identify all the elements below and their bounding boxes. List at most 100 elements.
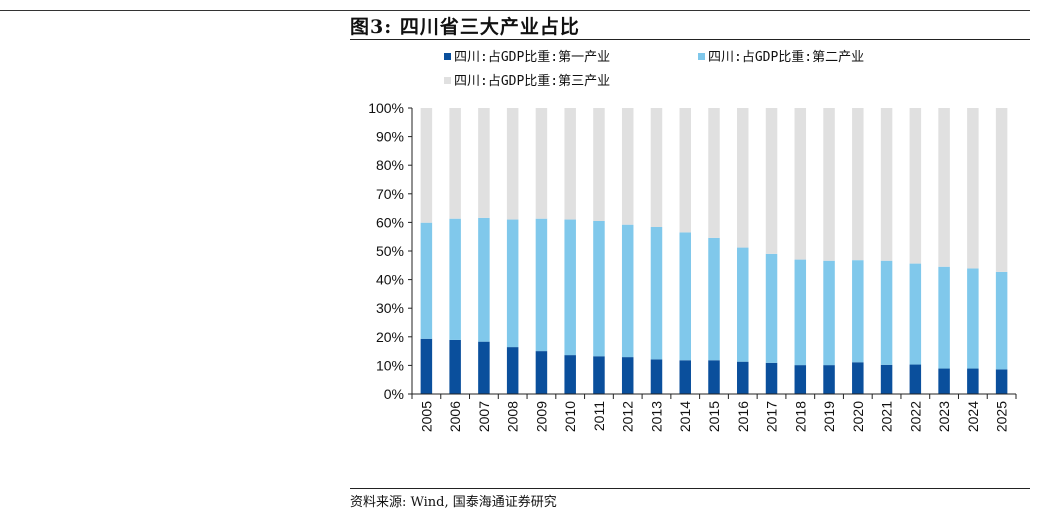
bar-2009-series-3 <box>535 108 548 219</box>
x-tick-label: 2012 <box>620 401 636 432</box>
bar-2006-series-2 <box>449 218 461 340</box>
bar-2010-series-3 <box>564 108 576 220</box>
bar-2013-series-3 <box>650 108 663 227</box>
y-tick-label: 80% <box>376 157 404 173</box>
bar-2008-series-1 <box>506 347 519 394</box>
legend-label-3: 四川:占GDP比重:第三产业 <box>454 73 610 89</box>
bar-2016-series-2 <box>737 247 749 362</box>
bar-2014-series-1 <box>679 360 691 394</box>
bar-2010-series-1 <box>564 355 576 394</box>
y-tick-label: 70% <box>376 186 404 202</box>
bar-2005-series-3 <box>420 108 433 223</box>
x-tick-label: 2017 <box>764 401 780 432</box>
legend-swatch-1 <box>444 53 451 60</box>
bar-2019-series-1 <box>823 365 835 394</box>
legend-label-2: 四川:占GDP比重:第二产业 <box>708 49 864 65</box>
bar-2019-series-3 <box>823 108 835 261</box>
bar-2018-series-3 <box>794 108 807 260</box>
bar-2014-series-3 <box>679 108 691 233</box>
bar-2011-series-3 <box>593 108 605 221</box>
bar-2023-series-2 <box>938 266 950 369</box>
bar-2017-series-1 <box>765 362 778 394</box>
legend-label-1: 四川:占GDP比重:第一产业 <box>454 49 610 65</box>
y-tick-label: 90% <box>376 129 404 145</box>
bar-2021-series-3 <box>880 108 893 261</box>
bar-2015-series-3 <box>708 108 720 238</box>
bar-2016-series-1 <box>737 361 749 394</box>
x-tick-label: 2008 <box>505 401 521 432</box>
bar-2018-series-1 <box>794 365 807 394</box>
y-tick-label: 0% <box>384 386 404 402</box>
x-tick-label: 2015 <box>706 401 722 432</box>
bar-2015-series-2 <box>708 237 720 361</box>
x-tick-label: 2007 <box>476 401 492 432</box>
y-tick-label: 100% <box>368 100 404 116</box>
bar-2016-series-3 <box>737 108 749 248</box>
y-tick-label: 20% <box>376 329 404 345</box>
bar-2010-series-2 <box>564 219 576 356</box>
y-tick-label: 30% <box>376 300 404 316</box>
bar-2020-series-3 <box>852 108 864 261</box>
bar-2015-series-1 <box>708 360 720 394</box>
bar-2013-series-2 <box>650 226 663 360</box>
x-tick-label: 2023 <box>936 401 952 432</box>
x-tick-label: 2013 <box>648 401 664 432</box>
top-border <box>0 10 1030 11</box>
x-tick-label: 2020 <box>850 401 866 432</box>
bar-2012-series-1 <box>621 357 634 394</box>
x-tick-label: 2011 <box>591 401 607 431</box>
legend: 四川:占GDP比重:第一产业 四川:占GDP比重:第二产业四川:占GDP比重:第三… <box>444 49 864 89</box>
plot-area <box>420 108 1008 394</box>
y-tick-label: 50% <box>376 243 404 259</box>
x-tick-label: 2018 <box>792 401 808 432</box>
bar-2007-series-1 <box>478 341 490 394</box>
bar-2009-series-2 <box>535 218 548 352</box>
bar-2025-series-2 <box>995 271 1008 370</box>
bar-2009-series-1 <box>535 351 548 394</box>
bar-2025-series-3 <box>995 108 1008 272</box>
bar-2023-series-1 <box>938 368 950 394</box>
bar-2025-series-1 <box>995 369 1008 394</box>
bar-2005-series-1 <box>420 338 433 394</box>
bar-2023-series-3 <box>938 108 950 267</box>
bar-2017-series-3 <box>765 108 778 254</box>
bar-2017-series-2 <box>765 253 778 363</box>
y-tick-label: 60% <box>376 214 404 230</box>
bar-2014-series-2 <box>679 232 691 361</box>
x-tick-label: 2006 <box>447 401 463 432</box>
x-tick-label: 2019 <box>821 401 837 432</box>
bar-2012-series-3 <box>621 108 634 225</box>
bar-2007-series-2 <box>478 217 490 342</box>
bar-2011-series-1 <box>593 356 605 394</box>
bar-2024-series-3 <box>967 108 979 269</box>
bar-2022-series-1 <box>909 364 922 394</box>
bar-2019-series-2 <box>823 260 835 366</box>
bar-2006-series-3 <box>449 108 461 219</box>
x-tick-label: 2016 <box>735 401 751 432</box>
bar-2006-series-1 <box>449 339 461 394</box>
bar-2011-series-2 <box>593 220 605 357</box>
source-note: 资料来源: Wind, 国泰海通证券研究 <box>350 495 557 510</box>
bar-2008-series-3 <box>506 108 519 220</box>
y-tick-label: 40% <box>376 272 404 288</box>
bar-2022-series-3 <box>909 108 922 264</box>
source-divider <box>350 488 1030 489</box>
bar-2005-series-2 <box>420 222 433 339</box>
x-tick-label: 2025 <box>994 401 1010 432</box>
bar-2022-series-2 <box>909 263 922 365</box>
bar-2007-series-3 <box>478 108 490 218</box>
legend-swatch-2 <box>698 53 705 60</box>
x-tick-label: 2022 <box>907 401 923 432</box>
y-tick-label: 10% <box>376 357 404 373</box>
bar-2021-series-2 <box>880 260 893 365</box>
x-tick-label: 2014 <box>677 401 693 432</box>
bar-2018-series-2 <box>794 259 807 366</box>
bar-2020-series-2 <box>852 260 864 363</box>
bar-2012-series-2 <box>621 224 634 358</box>
x-tick-label: 2009 <box>533 401 549 432</box>
x-tick-label: 2021 <box>879 401 895 432</box>
bar-2013-series-1 <box>650 359 663 394</box>
x-axis: 2005 2006 2007 2008 2009 2010 2011 2012 2013 2014… <box>411 393 1017 432</box>
title-divider <box>350 39 1030 40</box>
